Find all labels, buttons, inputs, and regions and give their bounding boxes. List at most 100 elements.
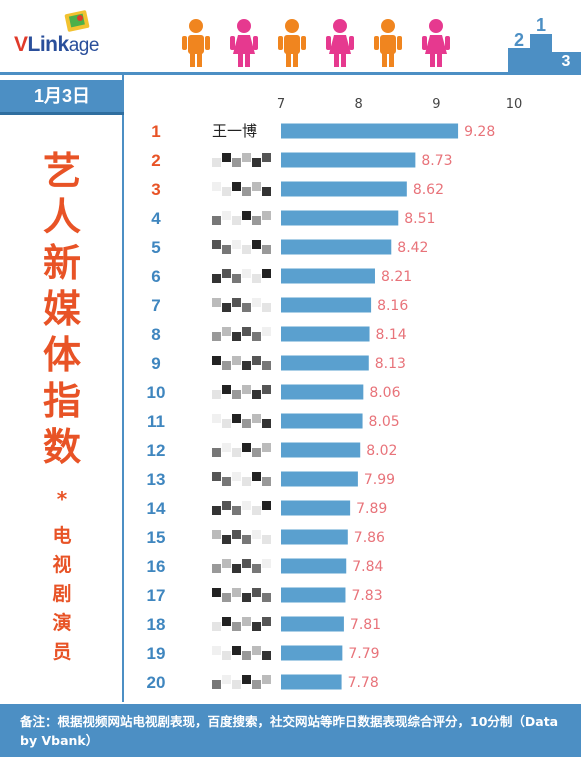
female-person-icon	[422, 19, 450, 67]
svg-text:2: 2	[514, 30, 524, 50]
rank-number: 1	[151, 122, 160, 141]
censored-name-mosaic	[212, 501, 271, 515]
censored-name-mosaic	[212, 327, 271, 341]
svg-text:3: 3	[562, 53, 571, 70]
rank-number: 9	[151, 354, 160, 373]
score-bar	[281, 471, 358, 487]
score-bar	[281, 384, 364, 400]
date-badge: 1月3日	[0, 80, 124, 112]
rank-number: 14	[147, 499, 166, 518]
ranking-bar-chart: 7 8 9 10 1 王一博 9.28 2 8.73 3 8.62 4 8.51 5 8.42 6 8.21 7 8…	[147, 97, 523, 692]
censored-name-mosaic	[212, 298, 271, 312]
female-person-icon	[230, 19, 258, 67]
rank-number: 16	[147, 557, 166, 576]
censored-name-mosaic	[212, 472, 271, 486]
rank-number: 3	[151, 180, 160, 199]
title-footnote-mark: *	[56, 487, 68, 511]
rank-number: 7	[151, 296, 160, 315]
bar-value-label: 7.78	[348, 675, 379, 691]
censored-name-mosaic	[212, 385, 271, 399]
rank-number: 20	[147, 673, 166, 692]
rank-number: 15	[147, 528, 166, 547]
male-person-icon	[278, 19, 306, 67]
footer-note: 备注：根据视频网站电视剧表现，百度搜索，社交网站等昨日数据表现综合评分，10分制…	[0, 704, 581, 757]
x-tick-label: 8	[355, 97, 363, 112]
rank-number: 12	[147, 441, 166, 460]
score-bar	[281, 413, 363, 429]
censored-name-mosaic	[212, 646, 271, 660]
score-bar	[281, 181, 407, 197]
score-bar	[281, 587, 346, 603]
x-tick-label: 9	[432, 97, 440, 112]
bar-value-label: 8.62	[413, 182, 444, 198]
censored-name-mosaic	[212, 153, 271, 167]
female-person-icon	[326, 19, 354, 67]
svg-text:1: 1	[536, 15, 546, 35]
bar-value-label: 9.28	[464, 124, 495, 140]
score-bar	[281, 152, 416, 168]
bar-value-label: 8.21	[381, 269, 412, 285]
podium-icon: 2 1 3	[508, 15, 581, 72]
score-bar	[281, 268, 375, 284]
score-bar	[281, 239, 392, 255]
bar-value-label: 8.06	[369, 385, 400, 401]
score-bar	[281, 645, 343, 661]
rank-number: 18	[147, 615, 166, 634]
x-tick-label: 7	[277, 97, 285, 112]
header-divider	[0, 72, 581, 75]
rank-number: 6	[151, 267, 160, 286]
bar-value-label: 7.99	[364, 472, 395, 488]
rank-number: 10	[147, 383, 166, 402]
bar-value-label: 8.14	[376, 327, 407, 343]
censored-name-mosaic	[212, 356, 271, 370]
censored-name-mosaic	[212, 182, 271, 196]
logo-wordmark: VLinkage	[14, 33, 99, 56]
chart-title: 艺人新媒体指数	[42, 149, 81, 469]
male-person-icon	[182, 19, 210, 67]
score-bar	[281, 500, 351, 516]
score-bar	[281, 674, 342, 690]
bar-value-label: 7.83	[351, 588, 382, 604]
rank-number: 8	[151, 325, 160, 344]
censored-name-mosaic	[212, 240, 271, 254]
rank-number: 2	[151, 151, 160, 170]
chart-subtitle: 电视剧演员	[52, 525, 72, 663]
vlinkage-logo-icon	[64, 10, 90, 32]
rank-number: 11	[147, 412, 165, 431]
x-tick-label: 10	[506, 97, 523, 112]
bar-value-label: 7.81	[350, 617, 381, 633]
score-bar	[281, 326, 370, 342]
score-bar	[281, 558, 347, 574]
rank-number: 19	[147, 644, 166, 663]
rank-number: 13	[147, 470, 166, 489]
censored-name-mosaic	[212, 675, 271, 689]
bar-value-label: 8.42	[397, 240, 428, 256]
score-bar	[281, 355, 369, 371]
score-bar	[281, 616, 344, 632]
rank-number: 17	[147, 586, 166, 605]
bar-value-label: 8.51	[404, 211, 435, 227]
male-person-icon	[374, 19, 402, 67]
bar-value-label: 8.73	[421, 153, 452, 169]
bar-value-label: 7.89	[356, 501, 387, 517]
score-bar	[281, 442, 361, 458]
censored-name-mosaic	[212, 617, 271, 631]
bar-value-label: 7.84	[352, 559, 383, 575]
left-panel	[0, 75, 124, 702]
rank-number: 4	[151, 209, 161, 228]
censored-name-mosaic	[212, 269, 271, 283]
bar-value-label: 8.05	[369, 414, 400, 430]
bar-value-label: 8.16	[377, 298, 408, 314]
score-bar	[281, 210, 399, 226]
artist-name-label: 王一博	[212, 122, 257, 140]
censored-name-mosaic	[212, 414, 271, 428]
people-icons	[182, 19, 450, 67]
date-badge-shadow	[0, 112, 124, 115]
bar-value-label: 8.13	[375, 356, 406, 372]
censored-name-mosaic	[212, 559, 271, 573]
bar-value-label: 8.02	[366, 443, 397, 459]
score-bar	[281, 529, 348, 545]
censored-name-mosaic	[212, 588, 271, 602]
score-bar	[281, 123, 459, 139]
censored-name-mosaic	[212, 530, 271, 544]
